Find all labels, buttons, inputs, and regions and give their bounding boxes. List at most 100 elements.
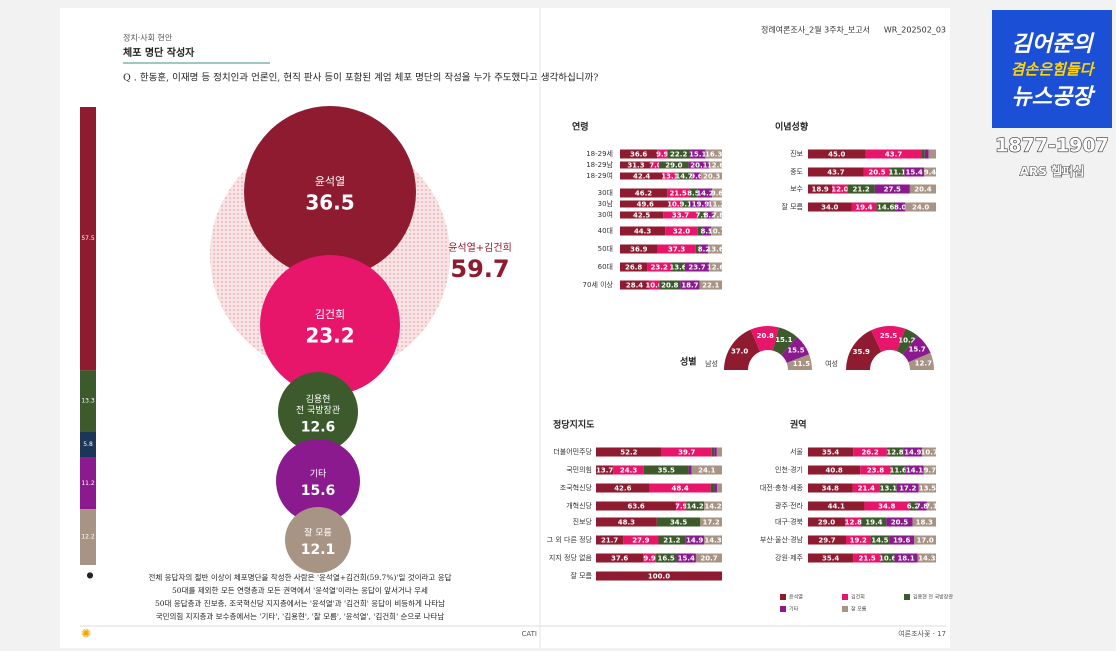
segment-label: 14.7 [675,173,692,181]
segment-label: 21.2 [852,186,869,194]
legend-label: 윤석열 [789,594,803,601]
segment-label: 22.2 [670,151,687,159]
bar-segment [697,226,703,236]
bar-segment [620,161,652,169]
bar-segment [710,483,715,493]
bar-segment [712,188,722,198]
segment-label: 9.9 [643,555,656,563]
segment-label: 33.7 [672,212,689,220]
segment-label: 20.5 [891,519,908,527]
logo: 김어준의 겸손은힘들다 뉴스공장 1877-1907 ARS 헬퍼십 [992,10,1112,179]
segment-label: 18.3 [916,519,933,527]
segment-label: 34.8 [878,503,895,511]
segment-label: 9.6 [711,190,724,198]
bar-segment [808,167,864,177]
logo-line2: 겸손은힘들다 [1011,61,1096,79]
segment-label: 22.1 [702,282,719,290]
row-label: 잘 모름 [570,572,592,580]
bar-segment [711,447,715,457]
bar-segment [808,501,865,511]
bar-segment [658,535,686,545]
segment-label: 14.3 [704,537,721,545]
segment-label: 13.6 [706,246,723,254]
footer-page: 여론조사꽃 · 17 [898,629,946,638]
bar-segment [912,517,936,527]
segment-label: 20.3 [703,173,720,181]
segment-label: 9.4 [924,169,937,177]
bar-segment [874,184,910,194]
bar-segment [923,167,936,177]
legend-label: 김건희 [851,594,865,601]
bar-segment [861,517,887,527]
segment-label: 19.9 [692,201,709,209]
segment-label: 13.1 [880,485,897,493]
gender-arc [772,327,798,355]
bar-segment [620,280,649,290]
bar-segment [845,517,862,527]
segment-label: 44.3 [634,228,651,236]
segment-label: 35.4 [822,449,839,457]
bar-segment [886,447,904,457]
segment-label: 14.9 [686,537,703,545]
bar-segment [923,465,936,475]
row-label: 30남 [598,199,614,208]
row-label: 서울 [790,447,803,456]
row-label: 진보당 [573,517,593,526]
segment-label: 20.7 [700,555,717,563]
segment-label: 7.8 [916,503,929,511]
row-label: 국민의힘 [566,465,592,474]
bar-segment [914,535,936,545]
segment-label: 63.6 [627,503,644,511]
segment-label: 9.9 [656,151,669,159]
segment-label: 10.6 [879,555,896,563]
segment-label: 23.8 [867,467,884,475]
bubble-label: 기타 [310,469,327,480]
bar-segment [808,149,866,159]
bar-segment [808,553,854,563]
bar-segment [659,280,681,290]
segment-label: 35.5 [658,467,675,475]
bar-segment [695,244,700,254]
bar-segment [896,483,919,493]
bar-segment [643,465,689,475]
bar-segment [832,184,848,194]
bar-segment [851,202,877,212]
bar-segment [870,535,890,545]
bar-segment [865,149,922,159]
segment-label: 7.8 [712,212,725,220]
row-label: 대전·충청·세종 [760,483,804,492]
combined-label: 윤석열+김건희 [448,242,512,254]
segment-label: 19.2 [850,537,867,545]
report-name: 정례여론조사_2월 3주차_보고서 [761,25,870,35]
segment-label: 19.4 [855,204,872,212]
segment-label: 8.5 [701,228,714,236]
segment-label: 12.0 [831,186,848,194]
logo-phone: 1877-1907 [995,135,1109,157]
segment-label: 12.8 [886,449,903,457]
row-label: 30여 [598,210,613,219]
bar-segment [699,244,709,254]
bubble-value: 12.6 [301,420,336,436]
row-label: 40대 [598,227,613,235]
bar-segment [620,188,668,198]
gender-value: 37.0 [731,347,748,355]
bar-segment [596,535,624,545]
row-label: 조국혁신당 [560,483,593,492]
bar-segment [657,244,696,254]
segment-label: 24.3 [620,467,637,475]
row-label: 지지 정당 없음 [549,553,593,562]
bar-segment [714,483,717,493]
bar-segment [671,262,685,272]
bar-segment [808,202,852,212]
bar-segment [714,211,722,219]
bar-segment [860,465,891,475]
bar-segment [863,167,891,177]
bar-segment [808,447,854,457]
footer-mid: CATI [522,630,537,638]
bubble [244,106,416,278]
bar-segment [853,553,881,563]
row-label: 18-29세 [586,149,613,158]
segment-label: 13.5 [919,485,936,493]
segment-label: 31.3 [627,162,644,170]
bar-segment [894,553,918,563]
